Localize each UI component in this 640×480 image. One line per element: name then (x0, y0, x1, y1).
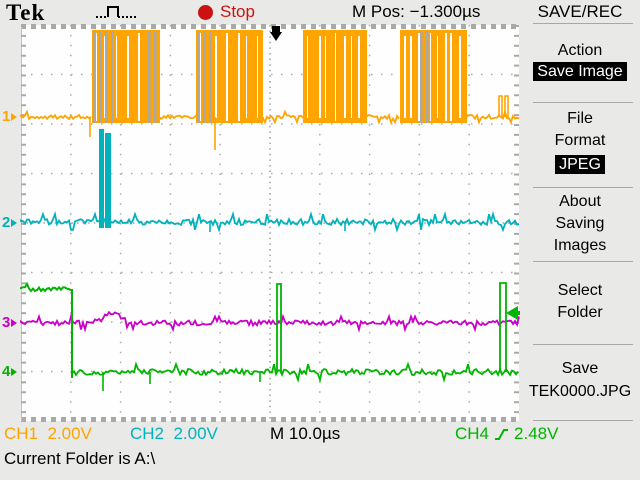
sidebar-divider (533, 420, 633, 421)
acquisition-status-label: Stop (220, 2, 255, 21)
sidebar-divider (533, 344, 633, 345)
acquisition-status: Stop (198, 2, 255, 22)
ch1-scale-readout: CH1 2.00V (4, 424, 92, 443)
ch2-scale-readout: CH2 2.00V (130, 424, 218, 443)
action-save-image-button[interactable]: Save Image (520, 62, 640, 81)
ch3-marker-arrow-icon (11, 319, 18, 327)
ch2-ground-marker[interactable]: 2 (2, 214, 22, 231)
tek-logo: Tek (6, 0, 46, 25)
trigger-position-icon[interactable] (264, 25, 288, 43)
ch4-marker-arrow-icon (11, 368, 18, 376)
trigger-source-label: CH4 (455, 424, 490, 443)
stop-icon (198, 4, 213, 20)
ch1-marker-arrow-icon (11, 113, 18, 121)
save-file-name: TEK0000.JPG (528, 383, 632, 400)
trigger-waveform-icon (96, 6, 137, 18)
horizontal-position-readout: M Pos: −1.300µs (352, 2, 481, 21)
ch3-marker-number: 3 (2, 314, 11, 331)
about-saving-images-label-3: Images (553, 237, 607, 254)
ch3-ground-marker[interactable]: 3 (2, 314, 22, 331)
trigger-readout: CH4 2.48V (455, 424, 558, 444)
waveform-display (20, 24, 520, 422)
timebase-readout: M 10.0µs (270, 424, 341, 443)
save-file-button[interactable]: Save (561, 360, 599, 377)
trigger-level-icon[interactable] (504, 305, 520, 321)
ch2-marker-arrow-icon (11, 219, 18, 227)
file-format-label-2: Format (554, 132, 606, 149)
sidebar-divider (533, 187, 633, 188)
file-format-value: JPEG (555, 155, 605, 174)
about-saving-images-label-2: Saving (555, 215, 605, 232)
ch1-marker-number: 1 (2, 108, 11, 125)
trigger-level-value: 2.48V (514, 424, 559, 443)
file-format-label-1: File (567, 110, 593, 127)
ch4-ground-marker[interactable]: 4 (2, 363, 22, 380)
about-saving-images-button[interactable]: About (559, 193, 601, 210)
sidebar-divider (533, 102, 633, 103)
select-folder-button[interactable]: Select (557, 282, 603, 299)
file-format-button[interactable]: JPEG (520, 155, 640, 174)
status-message: Current Folder is A:\ (4, 449, 156, 468)
select-folder-label-2: Folder (557, 304, 603, 321)
sidebar-divider (533, 23, 633, 24)
ch2-marker-number: 2 (2, 214, 11, 231)
ch1-ground-marker[interactable]: 1 (2, 108, 22, 125)
sidebar-divider (533, 261, 633, 262)
action-label: Action (557, 42, 603, 59)
action-save-image-value: Save Image (533, 62, 627, 81)
ch4-marker-number: 4 (2, 363, 11, 380)
menu-title: SAVE/REC (537, 2, 623, 21)
rising-edge-icon (495, 428, 509, 440)
